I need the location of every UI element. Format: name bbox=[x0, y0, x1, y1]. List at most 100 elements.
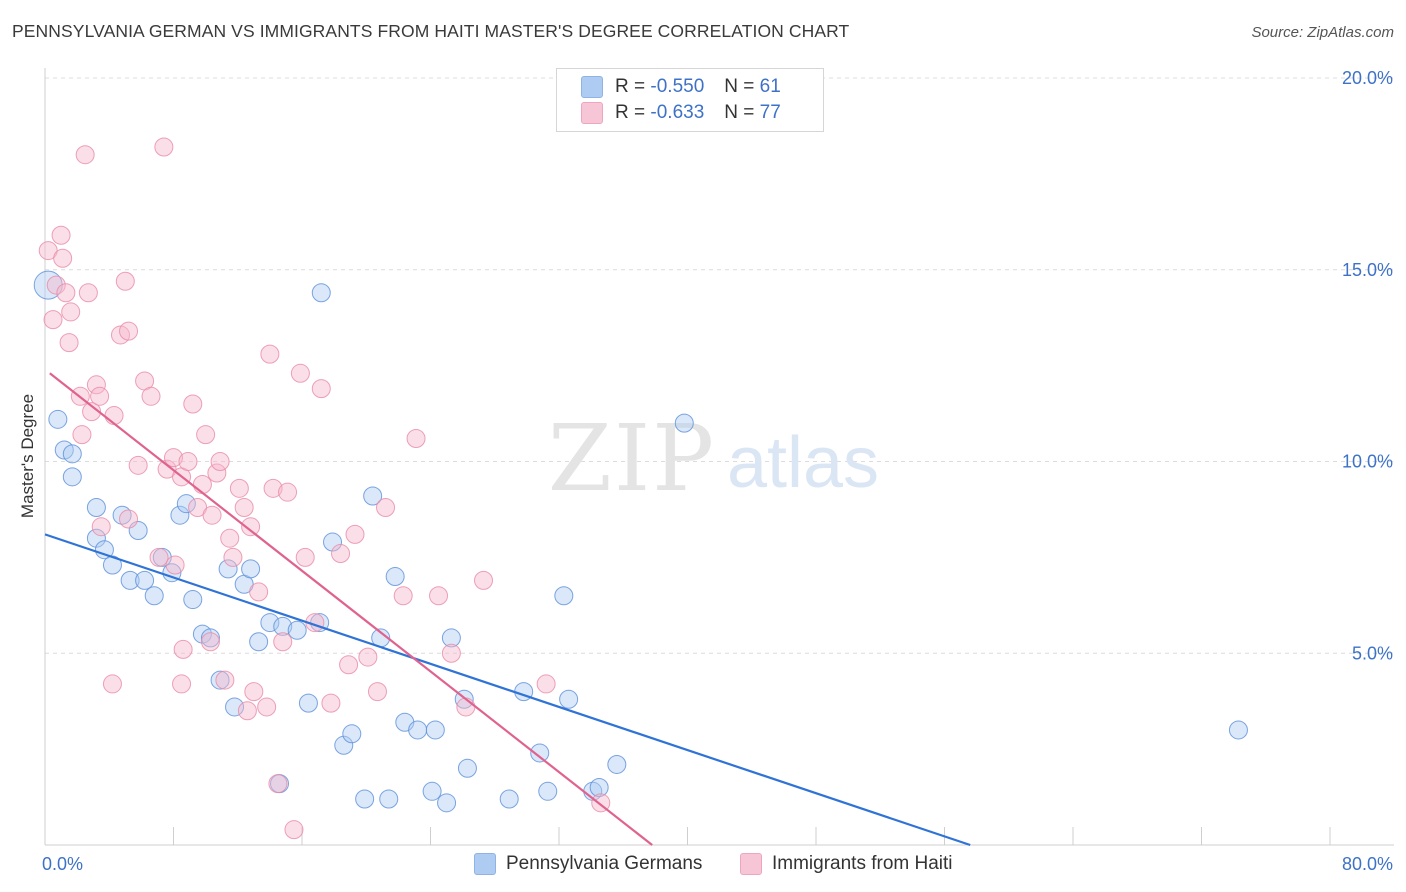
tick-labels: 5.0% 10.0% 15.0% 20.0% 0.0% 80.0% bbox=[42, 68, 1393, 874]
data-point bbox=[249, 582, 269, 602]
legend-r-value: -0.550 bbox=[650, 76, 705, 97]
legend-row-pennsylvania: R = -0.550 N = 61 bbox=[581, 74, 781, 100]
data-point bbox=[441, 628, 461, 648]
data-point bbox=[422, 781, 442, 801]
x-tick-label-max: 80.0% bbox=[1342, 854, 1393, 874]
data-point bbox=[135, 570, 155, 590]
data-point bbox=[287, 620, 307, 640]
bottom-legend-haiti: Immigrants from Haiti bbox=[740, 851, 953, 877]
data-point bbox=[128, 455, 148, 475]
data-point bbox=[260, 344, 280, 364]
data-point bbox=[234, 498, 254, 518]
data-point bbox=[393, 586, 413, 606]
data-point bbox=[225, 697, 245, 717]
data-point bbox=[72, 425, 92, 445]
data-point bbox=[43, 310, 63, 330]
data-point bbox=[342, 724, 362, 744]
data-point bbox=[172, 674, 192, 694]
legend-n-value: 77 bbox=[759, 102, 781, 123]
data-point bbox=[607, 754, 627, 774]
data-point bbox=[46, 275, 66, 295]
data-point bbox=[86, 375, 106, 395]
data-point bbox=[56, 283, 76, 303]
data-point bbox=[321, 693, 341, 713]
data-point bbox=[183, 394, 203, 414]
data-point bbox=[249, 632, 269, 652]
series-pennsylvania-germans bbox=[33, 270, 1248, 813]
legend-swatch-blue bbox=[581, 76, 603, 98]
data-point bbox=[75, 145, 95, 165]
data-point bbox=[589, 777, 609, 797]
trendline-pink bbox=[49, 372, 653, 846]
data-point bbox=[86, 498, 106, 518]
data-point bbox=[178, 452, 198, 471]
data-point bbox=[385, 567, 405, 587]
data-point bbox=[311, 379, 331, 399]
data-point bbox=[241, 559, 261, 579]
data-point bbox=[554, 586, 574, 606]
data-point bbox=[429, 586, 449, 606]
data-point bbox=[339, 655, 359, 675]
data-point bbox=[210, 670, 230, 690]
data-point bbox=[559, 689, 579, 709]
data-point bbox=[263, 478, 283, 498]
data-point bbox=[62, 444, 82, 464]
data-point bbox=[273, 632, 293, 652]
data-point bbox=[51, 225, 71, 245]
bottom-legend-pennsylvania: Pennsylvania Germans bbox=[474, 851, 702, 877]
data-point bbox=[244, 682, 264, 702]
data-point bbox=[61, 302, 81, 322]
data-point bbox=[202, 505, 222, 525]
data-point bbox=[284, 820, 304, 840]
data-point bbox=[278, 482, 298, 502]
y-tick-label: 5.0% bbox=[1352, 643, 1393, 663]
data-point bbox=[91, 517, 111, 537]
legend-n-label: N = bbox=[724, 102, 755, 123]
data-point bbox=[119, 321, 139, 341]
legend-swatch-pink bbox=[581, 102, 603, 124]
data-point bbox=[144, 586, 164, 606]
data-point bbox=[183, 590, 203, 610]
data-point bbox=[260, 613, 280, 633]
bottom-legend-swatch-pink bbox=[740, 853, 762, 875]
data-point bbox=[48, 409, 68, 429]
data-point bbox=[220, 528, 240, 548]
y-tick-label: 15.0% bbox=[1342, 260, 1393, 280]
data-point bbox=[90, 386, 110, 406]
data-point bbox=[441, 643, 461, 663]
y-tick-label: 20.0% bbox=[1342, 68, 1393, 88]
data-point bbox=[154, 137, 174, 157]
data-point bbox=[367, 682, 387, 702]
watermark: ZIP atlas bbox=[548, 405, 879, 512]
data-point bbox=[102, 674, 122, 694]
data-point bbox=[499, 789, 519, 809]
data-point bbox=[457, 758, 477, 778]
x-tick-label-min: 0.0% bbox=[42, 854, 83, 874]
data-point bbox=[456, 697, 476, 717]
data-point bbox=[53, 248, 73, 268]
bottom-legend-label: Pennsylvania Germans bbox=[506, 853, 703, 874]
data-point bbox=[358, 647, 378, 667]
data-point bbox=[196, 425, 216, 445]
data-point bbox=[149, 547, 169, 567]
legend: R = -0.550 N = 61 R = -0.633 N = 77 bbox=[556, 68, 824, 132]
series-immigrants-from-haiti bbox=[38, 137, 611, 840]
data-point bbox=[120, 570, 140, 590]
bottom-legend-label: Immigrants from Haiti bbox=[772, 853, 953, 874]
data-point bbox=[674, 413, 694, 433]
data-point bbox=[273, 616, 293, 636]
data-point bbox=[345, 524, 365, 544]
data-point bbox=[59, 333, 79, 353]
data-point bbox=[376, 498, 396, 518]
data-point bbox=[1228, 720, 1248, 740]
data-point bbox=[176, 494, 196, 514]
legend-n-label: N = bbox=[724, 76, 755, 97]
data-point bbox=[425, 720, 445, 740]
data-point bbox=[119, 509, 139, 529]
data-point bbox=[331, 544, 351, 564]
legend-row-haiti: R = -0.633 N = 77 bbox=[581, 100, 781, 126]
data-point bbox=[162, 563, 182, 583]
data-point bbox=[210, 452, 230, 471]
data-point bbox=[295, 547, 315, 567]
